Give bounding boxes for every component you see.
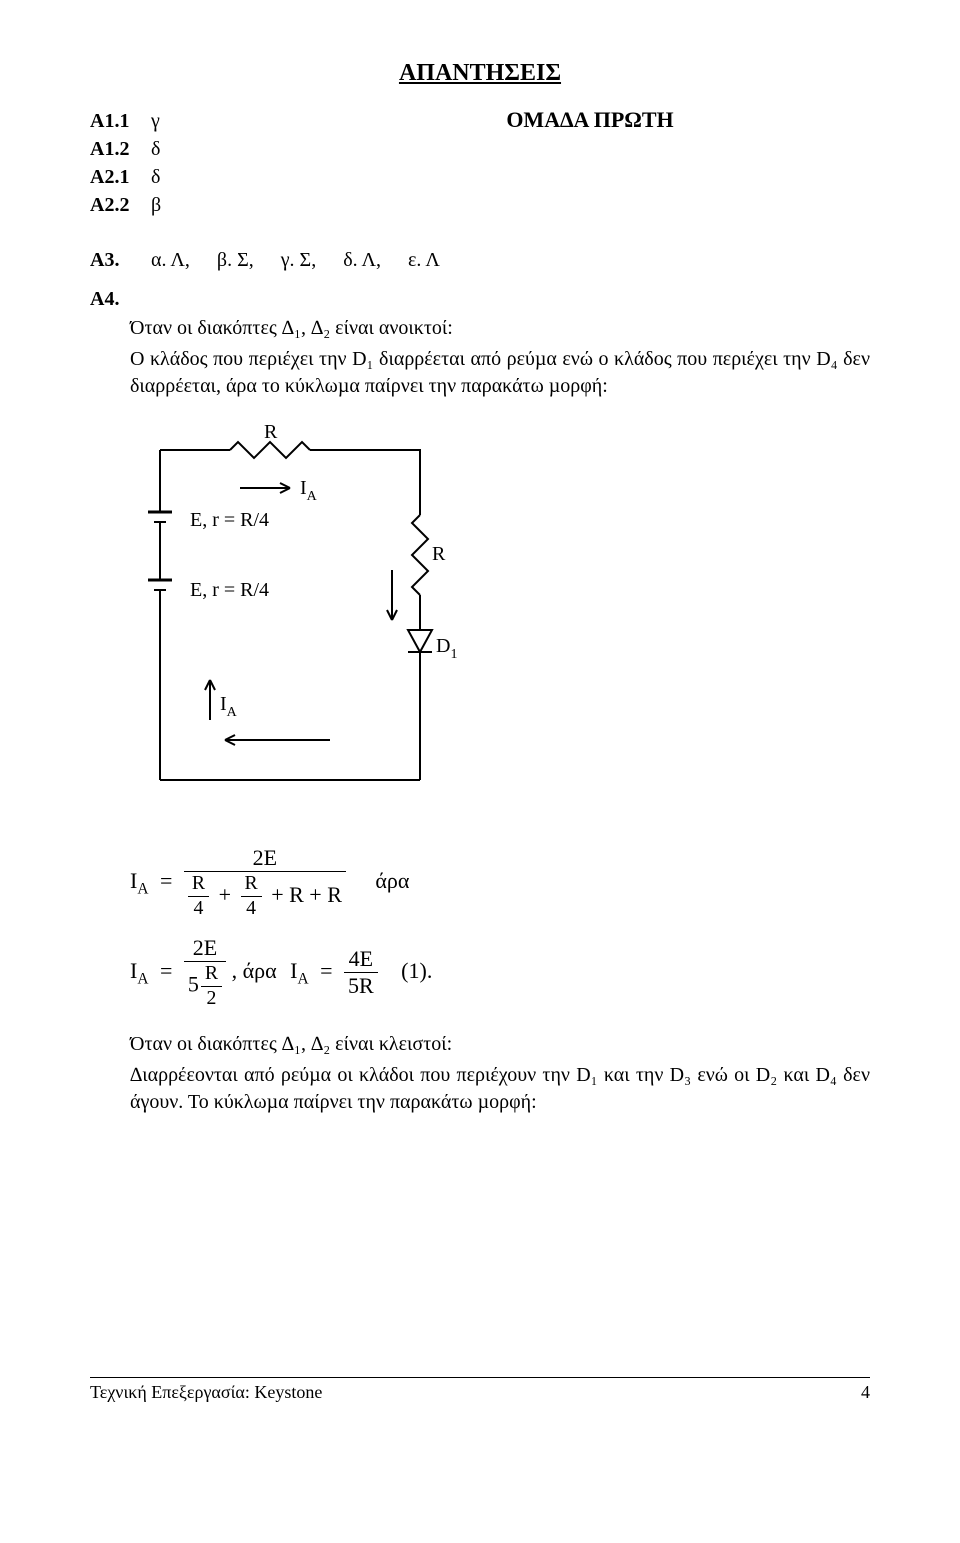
answer-value: γ [151,110,160,132]
q3-label: Α3. [90,249,146,272]
q4-label: Α4. [90,288,870,311]
sym-IA-3: ΙΑ [290,958,308,983]
sym-IA-2: ΙΑ [130,958,148,983]
word-ara: άρα [375,868,409,893]
label-IA-bot: I [220,693,227,715]
answers-block: Α1.1 γ Α1.2 δ Α2.1 δ Α2.2 β [90,107,220,219]
svg-text:D1: D1 [436,635,457,662]
math-block: ΙΑ = 2E R 4 + R 4 + R + R [130,845,870,1011]
answer-value: δ [151,166,160,188]
q3-item-c: γ. Σ, [281,249,316,271]
group-subtitle: ΟΜΑ∆Α ΠΡΩΤΗ [310,107,870,133]
label-IA-top-sub: A [307,489,318,504]
q4-para2b: ∆ιαρρέεονται από ρεύµα οι κλάδοι που περ… [130,1062,870,1116]
eq-line-2: ΙΑ = 2E 5 R 2 , άρα ΙΑ = 4E 5R [130,935,870,1011]
comma-ara: , άρα [232,958,277,983]
answer-a22: Α2.2 β [90,191,220,219]
label-E1: E, r = R/4 [190,509,269,531]
frac-1: 2E R 4 + R 4 + R + R [184,845,346,921]
frac-2: 2E 5 R 2 [184,935,226,1011]
q4-para2: Όταν οι διακόπτες ∆₁, ∆₂ είναι κλειστοί: [130,1031,870,1058]
frac-3: 4E 5R [344,946,378,1000]
q4-para1: Όταν οι διακόπτες ∆₁, ∆₂ είναι ανοικτοί: [130,315,870,342]
circuit-diagram: R IA E, r = R/4 R [130,420,870,825]
frac1-den: R 4 + R 4 + R + R [184,872,346,921]
label-R-right: R [432,543,446,565]
label-D1-sub: 1 [450,647,457,662]
label-IA-top: I [300,477,307,499]
sym-eq: = [160,868,172,893]
q4-block: Α4. Όταν οι διακόπτες ∆₁, ∆₂ είναι ανοικ… [90,288,870,1116]
q3-item-e: ε. Λ [408,249,440,271]
footer-page-number: 4 [861,1382,870,1403]
label-E2: E, r = R/4 [190,579,269,601]
q3-item-d: δ. Λ, [343,249,381,271]
answer-label: Α2.1 [90,163,146,191]
q3-item-a: α. Λ, [151,249,190,271]
eq-ref: (1). [401,958,432,983]
sym-IA: ΙΑ [130,868,148,893]
eq-line-1: ΙΑ = 2E R 4 + R 4 + R + R [130,845,870,921]
q3-item-b: β. Σ, [217,249,254,271]
circuit-svg: R IA E, r = R/4 R [130,420,470,820]
frac1-num: 2E [184,845,346,872]
q4-para1b: Ο κλάδος που περιέχει την D₁ διαρρέεται … [130,346,870,400]
q3-row: Α3. α. Λ, β. Σ, γ. Σ, δ. Λ, ε. Λ [90,249,870,272]
page: ΑΠΑΝΤΗΣΕΙΣ Α1.1 γ Α1.2 δ Α2.1 δ Α2.2 β Ο… [0,0,960,1443]
page-title: ΑΠΑΝΤΗΣΕΙΣ [90,60,870,87]
label-D1: D [436,635,450,657]
answer-a11: Α1.1 γ [90,107,220,135]
answer-a21: Α2.1 δ [90,163,220,191]
svg-text:IA: IA [300,477,318,504]
footer-left: Τεχνική Επεξεργασία: Keystone [90,1382,322,1403]
answer-a12: Α1.2 δ [90,135,220,163]
page-footer: Τεχνική Επεξεργασία: Keystone 4 [90,1377,870,1403]
answer-label: Α1.2 [90,135,146,163]
answer-value: β [151,194,161,216]
label-IA-bot-sub: A [227,705,238,720]
svg-text:IA: IA [220,693,238,720]
answer-value: δ [151,138,160,160]
answer-label: Α2.2 [90,191,146,219]
label-R-top: R [264,421,278,443]
answer-label: Α1.1 [90,107,146,135]
